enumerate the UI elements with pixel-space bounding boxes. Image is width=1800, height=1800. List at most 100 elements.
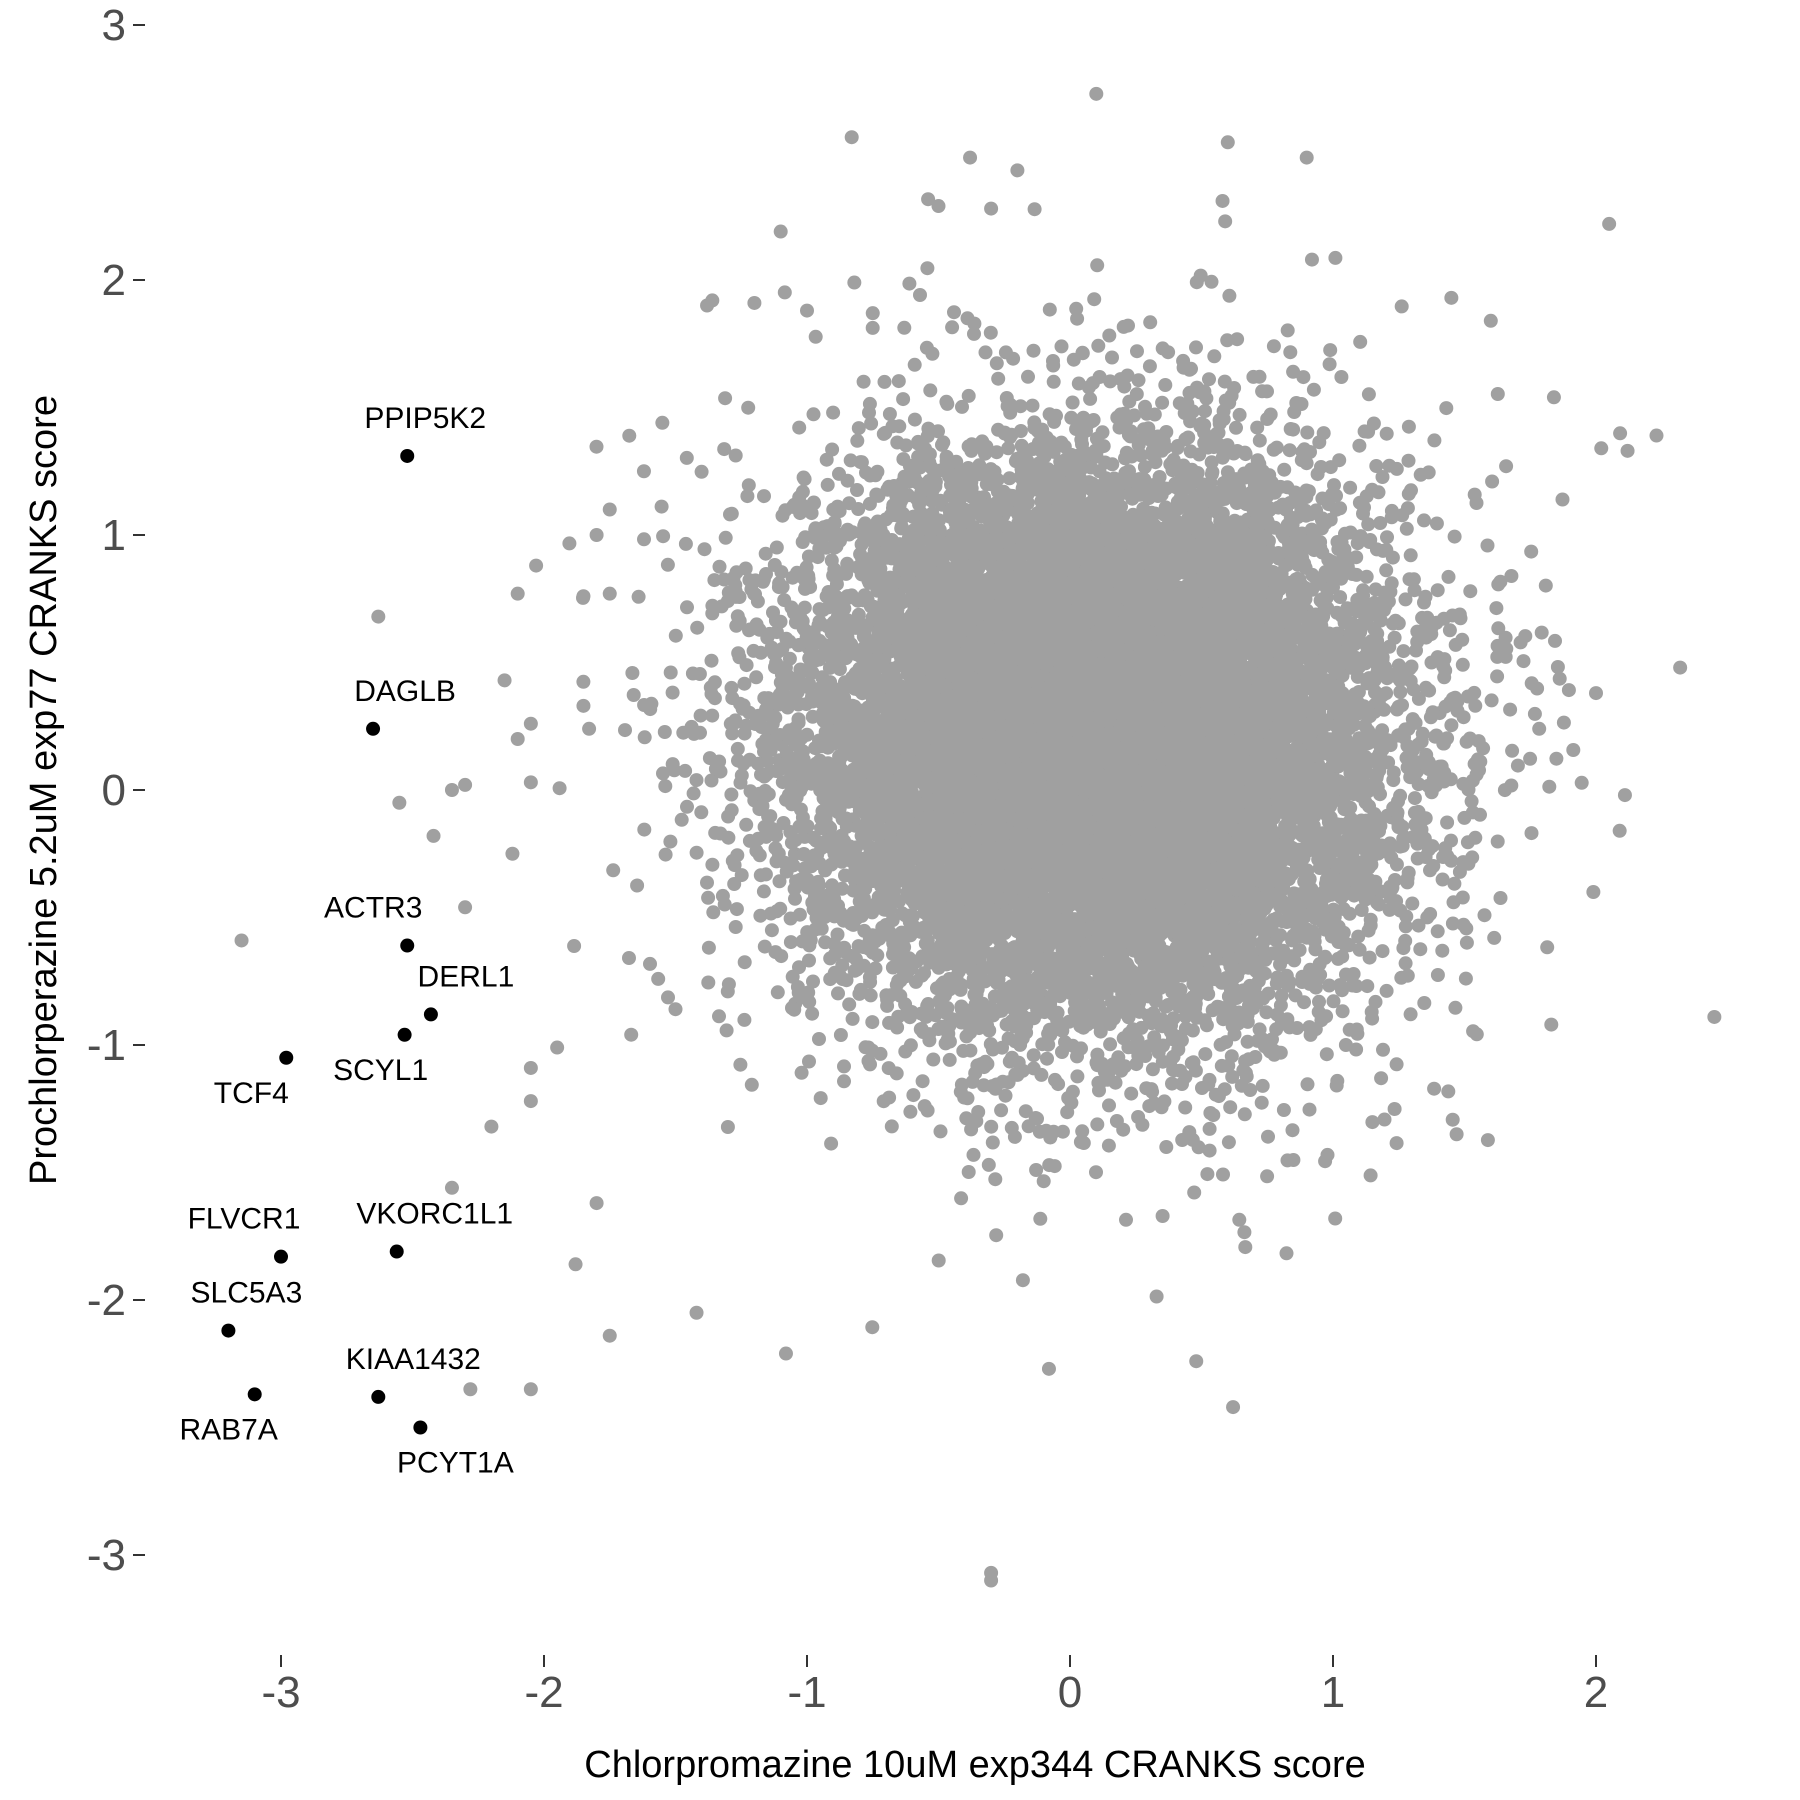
background-point bbox=[1252, 433, 1267, 448]
background-point bbox=[567, 939, 582, 953]
background-point bbox=[884, 1119, 899, 1134]
background-point bbox=[712, 1009, 726, 1024]
background-point bbox=[701, 975, 716, 990]
background-point bbox=[1380, 530, 1394, 545]
background-point bbox=[833, 1028, 848, 1042]
background-point bbox=[1025, 398, 1040, 413]
background-point bbox=[727, 877, 742, 891]
background-point bbox=[1283, 345, 1298, 360]
background-point bbox=[656, 766, 670, 781]
background-point bbox=[1165, 1076, 1179, 1091]
background-point bbox=[1120, 368, 1135, 383]
background-point bbox=[1401, 453, 1416, 468]
background-point bbox=[1001, 441, 1016, 456]
background-point bbox=[654, 499, 669, 514]
background-point bbox=[906, 1088, 921, 1103]
background-point bbox=[1360, 979, 1375, 994]
background-point bbox=[1274, 988, 1289, 1003]
background-point bbox=[1398, 592, 1413, 607]
background-point bbox=[917, 1099, 932, 1114]
background-point bbox=[663, 834, 678, 849]
background-point bbox=[837, 1074, 851, 1089]
background-point bbox=[1369, 459, 1384, 473]
background-point bbox=[1365, 1115, 1380, 1130]
background-point bbox=[806, 974, 820, 989]
background-point bbox=[637, 730, 652, 745]
background-point bbox=[1561, 683, 1576, 698]
background-point bbox=[1065, 395, 1080, 410]
background-point bbox=[1280, 323, 1295, 338]
background-point bbox=[624, 1027, 639, 1042]
background-point bbox=[1328, 1211, 1343, 1226]
background-point bbox=[831, 986, 845, 1001]
background-point bbox=[1202, 372, 1216, 387]
background-point bbox=[926, 1052, 941, 1067]
background-point bbox=[644, 696, 659, 711]
background-point bbox=[1490, 834, 1505, 849]
background-point bbox=[994, 1103, 1009, 1118]
background-point bbox=[1523, 751, 1538, 766]
background-point bbox=[955, 399, 969, 414]
background-point bbox=[1504, 569, 1519, 583]
background-point bbox=[998, 1088, 1013, 1103]
background-point bbox=[1300, 1077, 1315, 1092]
background-point bbox=[689, 845, 704, 860]
background-point bbox=[826, 405, 841, 420]
background-point bbox=[689, 773, 704, 788]
background-point bbox=[1276, 1103, 1291, 1117]
background-point bbox=[744, 1077, 759, 1092]
background-point bbox=[694, 805, 709, 820]
background-point bbox=[1054, 339, 1069, 354]
background-point bbox=[923, 383, 938, 398]
background-point bbox=[1334, 370, 1349, 384]
background-point bbox=[626, 688, 641, 702]
background-point bbox=[1119, 1212, 1133, 1227]
background-point bbox=[865, 1320, 880, 1335]
background-point bbox=[1377, 1112, 1392, 1127]
background-point bbox=[737, 955, 752, 970]
background-point bbox=[1552, 671, 1567, 686]
background-point bbox=[1237, 1225, 1252, 1240]
background-point bbox=[1510, 758, 1525, 773]
background-point bbox=[733, 1057, 748, 1072]
background-point bbox=[1516, 654, 1531, 669]
background-point bbox=[1399, 521, 1414, 536]
background-point bbox=[850, 483, 864, 497]
background-point bbox=[1186, 1055, 1201, 1070]
background-point bbox=[1353, 334, 1368, 349]
background-point bbox=[903, 1104, 918, 1119]
background-point bbox=[1359, 569, 1374, 584]
background-point bbox=[1444, 718, 1459, 733]
background-point bbox=[764, 923, 779, 938]
background-point bbox=[625, 666, 640, 680]
background-point bbox=[753, 868, 768, 883]
background-point bbox=[1396, 644, 1411, 659]
background-point bbox=[1527, 706, 1542, 721]
background-point bbox=[665, 685, 680, 700]
background-point bbox=[1524, 544, 1539, 559]
background-point bbox=[1505, 743, 1520, 758]
background-point bbox=[1240, 1034, 1255, 1049]
background-point bbox=[1102, 328, 1117, 343]
background-point bbox=[842, 997, 857, 1012]
background-point bbox=[1459, 921, 1474, 936]
background-point bbox=[690, 620, 705, 635]
background-point bbox=[1254, 1095, 1269, 1110]
background-point bbox=[908, 974, 923, 989]
background-point bbox=[1300, 425, 1315, 440]
background-point bbox=[1373, 516, 1388, 530]
background-point bbox=[1189, 340, 1203, 355]
background-point bbox=[1223, 1100, 1238, 1115]
background-point bbox=[724, 787, 739, 802]
background-point bbox=[1006, 351, 1021, 366]
background-point bbox=[1328, 250, 1343, 265]
background-point bbox=[1613, 426, 1628, 441]
background-point bbox=[651, 971, 666, 986]
background-point bbox=[706, 905, 721, 920]
background-point bbox=[1306, 382, 1321, 397]
background-point bbox=[758, 546, 773, 561]
background-point bbox=[794, 1065, 809, 1080]
background-point bbox=[1015, 1273, 1030, 1288]
background-point bbox=[661, 990, 675, 1005]
